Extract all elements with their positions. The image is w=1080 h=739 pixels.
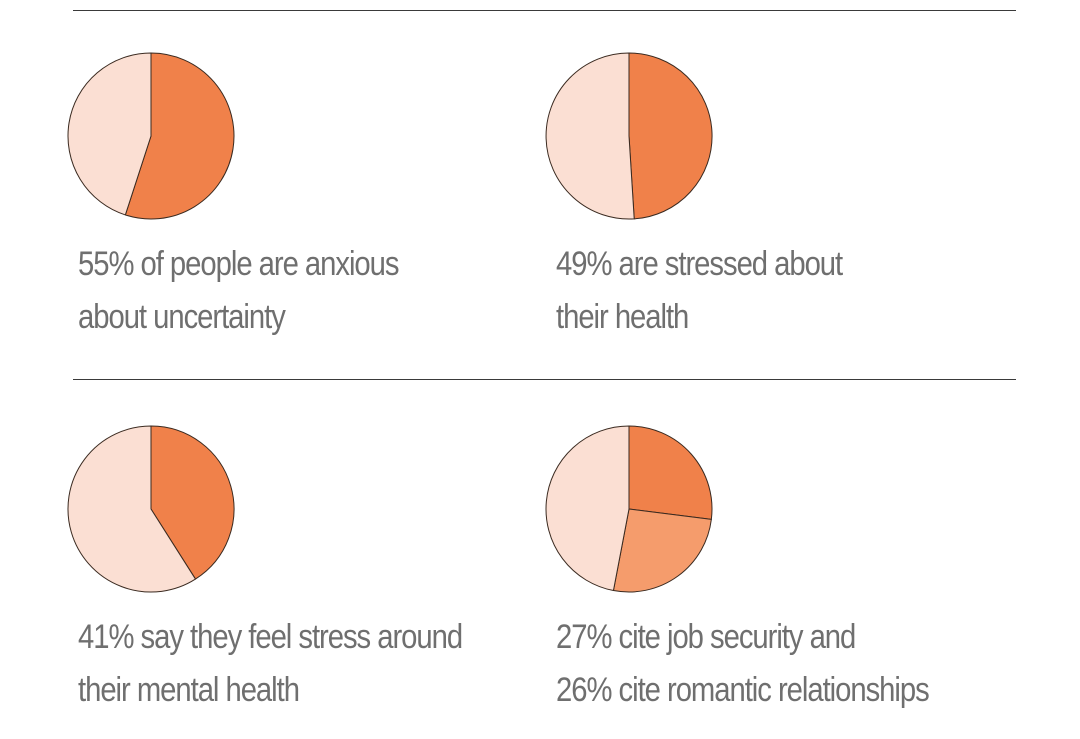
secondary-slice <box>612 508 712 593</box>
pie-chart-mental-health <box>67 425 235 593</box>
pie-chart-health <box>545 52 713 220</box>
pie-chart-job-and-relationships <box>545 425 713 593</box>
caption-line-1: 27% cite job security and <box>556 618 856 656</box>
primary-slice <box>124 52 235 220</box>
caption-line-2: their mental health <box>78 671 300 709</box>
primary-slice <box>628 52 713 220</box>
middle-divider <box>73 379 1016 380</box>
remainder-slice <box>545 425 630 592</box>
caption-job-and-relationships: 27% cite job security and 26% cite roman… <box>556 611 930 717</box>
remainder-slice <box>545 52 635 220</box>
caption-line-2: 26% cite romantic relationships <box>556 671 930 709</box>
caption-line-2: their health <box>556 298 689 336</box>
pie-chart-uncertainty <box>67 52 235 220</box>
primary-slice <box>628 425 713 520</box>
remainder-slice <box>67 52 152 216</box>
caption-line-1: 55% of people are anxious <box>78 245 399 283</box>
caption-mental-health: 41% say they feel stress around their me… <box>78 611 463 717</box>
caption-uncertainty: 55% of people are anxious about uncertai… <box>78 238 399 344</box>
caption-health: 49% are stressed about their health <box>556 238 843 344</box>
remainder-slice <box>67 425 196 593</box>
caption-line-1: 49% are stressed about <box>556 245 843 283</box>
caption-line-1: 41% say they feel stress around <box>78 618 463 656</box>
caption-line-2: about uncertainty <box>78 298 286 336</box>
top-divider <box>73 10 1016 11</box>
